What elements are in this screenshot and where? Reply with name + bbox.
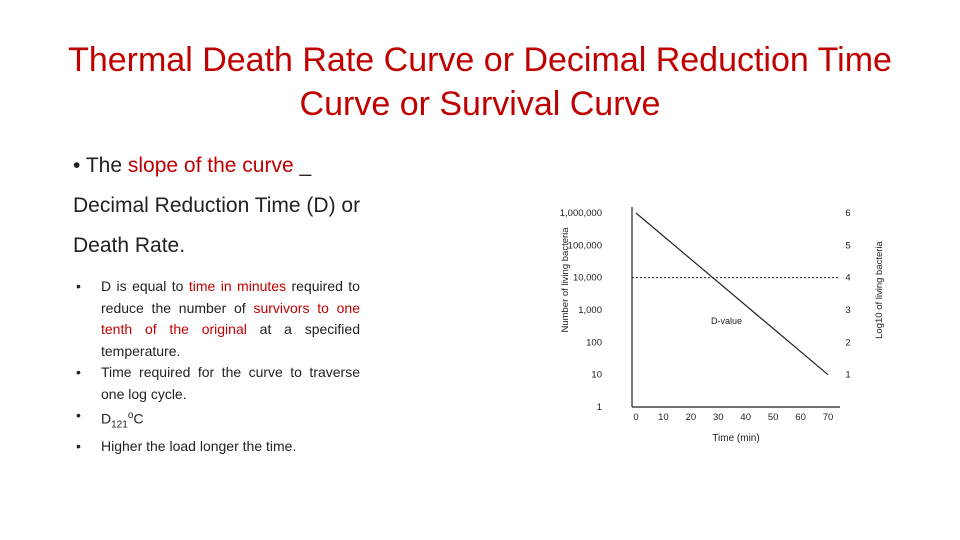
d-unit: C	[133, 410, 144, 427]
sub-bullet-highlight: survivors to one tenth of the original	[101, 299, 360, 338]
bullet-text-suffix: _	[293, 154, 312, 177]
y-left-tick-label: 1,000,000	[560, 208, 602, 219]
y-axis-left-label: Number of living bacteria	[560, 227, 571, 333]
x-axis-label: Time (min)	[712, 433, 759, 444]
survival-curve-line	[635, 212, 829, 376]
sub-bullet-text: Time required for the curve to traverse …	[101, 364, 360, 402]
y-right-tick-label: 1	[845, 370, 850, 381]
y-left-tick-label: 10	[591, 370, 602, 381]
bullet-glyph: •	[73, 154, 81, 177]
x-tick-label: 40	[740, 412, 751, 423]
d-symbol: D	[101, 410, 112, 427]
slide-title: Thermal Death Rate Curve or Decimal Redu…	[20, 38, 940, 126]
bullet-highlight: slope of the curve	[127, 154, 294, 177]
y-left-tick-labels: 1,000,000 100,000 10,000 1,000 100 10 1	[560, 208, 602, 413]
x-tick-label: 70	[823, 412, 834, 423]
title-line-2: Curve or Survival Curve	[299, 85, 661, 123]
degree-superscript: o	[127, 410, 134, 421]
main-bullet-line-2: Decimal Reduction Time (D) or	[73, 194, 361, 217]
bullet-glyph: •	[76, 364, 81, 380]
bullet-glyph: •	[76, 278, 81, 294]
sub-bullet-text: Higher the load longer the time.	[101, 437, 297, 454]
x-tick-label: 0	[633, 412, 638, 423]
sub-bullet-text: D is equal to	[101, 278, 189, 294]
y-left-tick-label: 100	[586, 337, 602, 348]
sub-bullet-highlight: time in minutes	[188, 278, 287, 294]
y-right-tick-label: 4	[845, 273, 850, 284]
d-value-annotation: D-value	[711, 316, 742, 326]
sub-bullet-text: at a specified temperature.	[101, 321, 360, 359]
sub-bullet-load: • Higher the load longer the time.	[76, 436, 360, 458]
bullet-text-prefix: The	[85, 154, 128, 177]
main-bullet: • The slope of the curve _ Decimal Reduc…	[73, 146, 453, 266]
title-line-1: Thermal Death Rate Curve or Decimal Redu…	[68, 41, 892, 79]
x-tick-label: 10	[658, 412, 669, 423]
x-tick-label: 50	[768, 412, 779, 423]
x-tick-label: 30	[713, 412, 724, 423]
bullet-glyph: •	[76, 437, 81, 454]
sub-bullet-d121: • D121oC	[76, 405, 360, 436]
y-left-tick-label: 1,000	[578, 305, 602, 316]
d-subscript: 121	[111, 419, 128, 431]
y-left-tick-label: 100,000	[568, 240, 602, 251]
sub-bullet-log-cycle: • Time required for the curve to travers…	[76, 362, 360, 405]
y-left-tick-label: 10,000	[573, 273, 602, 284]
y-right-tick-label: 6	[845, 208, 850, 219]
sub-bullet-d-definition: • D is equal to time in minutes required…	[76, 276, 360, 362]
x-tick-label: 20	[686, 412, 697, 423]
y-right-tick-label: 5	[845, 240, 850, 251]
y-axis-right-label: Log10 of living bacteria	[874, 240, 885, 338]
sub-bullet-text: required to reduce the number of	[101, 278, 360, 316]
x-tick-label: 60	[795, 412, 806, 423]
bullet-glyph: •	[76, 407, 81, 423]
x-tick-labels: 0 10 20 30 40 50 60 70	[633, 412, 833, 423]
main-bullet-line-1: • The slope of the curve _	[73, 146, 453, 186]
sub-bullet-list: • D is equal to time in minutes required…	[76, 276, 360, 457]
y-right-tick-label: 2	[845, 337, 850, 348]
y-left-tick-label: 1	[597, 402, 602, 413]
y-right-tick-labels: 6 5 4 3 2 1	[845, 208, 850, 381]
y-right-tick-label: 3	[845, 305, 850, 316]
main-bullet-line-3: Death Rate.	[73, 234, 186, 257]
